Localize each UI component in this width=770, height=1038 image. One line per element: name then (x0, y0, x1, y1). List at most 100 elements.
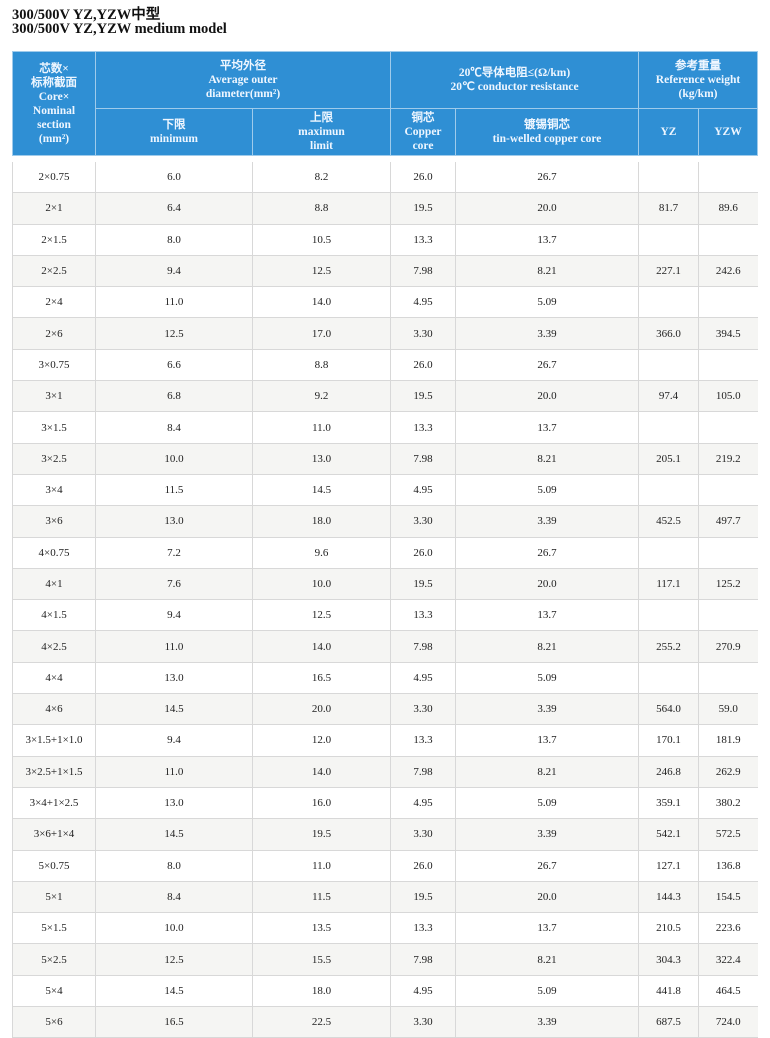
header-yz: YZ (638, 108, 699, 156)
tinned-resistance-cell: 5.09 (455, 662, 639, 695)
weight-yz-cell: 144.3 (638, 881, 699, 914)
copper-resistance-cell: 4.95 (390, 787, 456, 820)
header-yzw: YZW (698, 108, 758, 156)
header-line: maximun (298, 126, 345, 138)
tinned-resistance-cell: 5.09 (455, 975, 639, 1008)
copper-resistance-cell: 26.0 (390, 162, 456, 194)
min-diameter-cell: 10.0 (95, 912, 253, 945)
weight-yz-cell (638, 162, 699, 194)
core-section-cell: 3×4 (12, 474, 96, 507)
header-copper: 铜芯 Copper core (390, 108, 456, 156)
min-diameter-cell: 9.4 (95, 255, 253, 288)
copper-resistance-cell: 26.0 (390, 537, 456, 569)
table-row: 3×2.5+1×1.5 11.0 14.0 7.98 8.21 246.8 262.9 (12, 756, 758, 788)
copper-resistance-cell: 3.30 (390, 317, 456, 350)
header-line: minimum (150, 133, 198, 145)
weight-yzw-cell: 219.2 (698, 443, 758, 475)
max-diameter-cell: 11.0 (252, 411, 391, 444)
weight-yzw-cell: 125.2 (698, 568, 758, 601)
max-diameter-cell: 10.0 (252, 568, 391, 601)
header-line: 下限 (162, 119, 186, 131)
weight-yzw-cell: 322.4 (698, 943, 758, 976)
tinned-resistance-cell: 26.7 (455, 162, 639, 194)
min-diameter-cell: 14.5 (95, 975, 253, 1008)
max-diameter-cell: 10.5 (252, 224, 391, 256)
weight-yz-cell: 117.1 (638, 568, 699, 601)
core-section-cell: 4×2.5 (12, 630, 96, 663)
table-row: 2×4 11.0 14.0 4.95 5.09 (12, 286, 758, 319)
header-max: 上限 maximun limit (252, 108, 391, 156)
max-diameter-cell: 8.8 (252, 349, 391, 382)
max-diameter-cell: 9.6 (252, 537, 391, 569)
table-row: 2×1.5 8.0 10.5 13.3 13.7 (12, 224, 758, 256)
core-section-cell: 3×2.5 (12, 443, 96, 475)
core-section-cell: 4×4 (12, 662, 96, 695)
min-diameter-cell: 13.0 (95, 787, 253, 820)
max-diameter-cell: 16.0 (252, 787, 391, 820)
weight-yz-cell (638, 411, 699, 444)
copper-resistance-cell: 4.95 (390, 286, 456, 319)
table-row: 2×1 6.4 8.8 19.5 20.0 81.7 89.6 (12, 192, 758, 225)
weight-yz-cell: 210.5 (638, 912, 699, 945)
weight-yzw-cell: 154.5 (698, 881, 758, 914)
tinned-resistance-cell: 3.39 (455, 818, 639, 851)
min-diameter-cell: 6.0 (95, 162, 253, 194)
tinned-resistance-cell: 20.0 (455, 192, 639, 225)
core-section-cell: 5×1.5 (12, 912, 96, 945)
tinned-resistance-cell: 8.21 (455, 943, 639, 976)
min-diameter-cell: 6.4 (95, 192, 253, 225)
min-diameter-cell: 11.0 (95, 630, 253, 663)
copper-resistance-cell: 4.95 (390, 662, 456, 695)
tinned-resistance-cell: 3.39 (455, 505, 639, 538)
table-row: 5×2.5 12.5 15.5 7.98 8.21 304.3 322.4 (12, 943, 758, 976)
min-diameter-cell: 8.0 (95, 224, 253, 256)
header-line: Core× (38, 90, 70, 103)
weight-yz-cell: 441.8 (638, 975, 699, 1008)
min-diameter-cell: 9.4 (95, 724, 253, 757)
core-section-cell: 2×6 (12, 317, 96, 350)
weight-yzw-cell (698, 224, 758, 256)
tinned-resistance-cell: 3.39 (455, 693, 639, 726)
min-diameter-cell: 14.5 (95, 818, 253, 851)
weight-yz-cell (638, 224, 699, 256)
max-diameter-cell: 18.0 (252, 505, 391, 538)
core-section-cell: 4×6 (12, 693, 96, 726)
core-section-cell: 5×2.5 (12, 943, 96, 976)
min-diameter-cell: 13.0 (95, 662, 253, 695)
table-row: 5×1.5 10.0 13.5 13.3 13.7 210.5 223.6 (12, 912, 758, 945)
header-line: 上限 (310, 112, 333, 124)
copper-resistance-cell: 13.3 (390, 224, 456, 256)
min-diameter-cell: 16.5 (95, 1006, 253, 1038)
min-diameter-cell: 10.0 (95, 443, 253, 475)
max-diameter-cell: 12.5 (252, 255, 391, 288)
header-resistance: 20℃导体电阻≤(Ω/km) 20℃ conductor resistance (390, 51, 639, 109)
max-diameter-cell: 16.5 (252, 662, 391, 695)
copper-resistance-cell: 4.95 (390, 975, 456, 1008)
header-line: Copper (404, 126, 442, 138)
header-line: (mm²) (38, 132, 70, 145)
table-row: 3×0.75 6.6 8.8 26.0 26.7 (12, 349, 758, 382)
max-diameter-cell: 15.5 (252, 943, 391, 976)
min-diameter-cell: 8.4 (95, 881, 253, 914)
table-row: 4×4 13.0 16.5 4.95 5.09 (12, 662, 758, 695)
min-diameter-cell: 14.5 (95, 693, 253, 726)
weight-yz-cell (638, 537, 699, 569)
spec-table: 芯数× 标称截面 Core× Nominal section (mm²) 平均外径 Aver… (12, 51, 758, 1038)
min-diameter-cell: 8.0 (95, 850, 253, 882)
weight-yz-cell: 687.5 (638, 1006, 699, 1038)
table-row: 4×0.75 7.2 9.6 26.0 26.7 (12, 537, 758, 569)
weight-yz-cell: 366.0 (638, 317, 699, 350)
weight-yzw-cell (698, 537, 758, 569)
copper-resistance-cell: 19.5 (390, 380, 456, 413)
max-diameter-cell: 19.5 (252, 818, 391, 851)
copper-resistance-cell: 19.5 (390, 192, 456, 225)
core-section-cell: 2×2.5 (12, 255, 96, 288)
table-row: 3×2.5 10.0 13.0 7.98 8.21 205.1 219.2 (12, 443, 758, 475)
weight-yz-cell: 227.1 (638, 255, 699, 288)
weight-yzw-cell: 242.6 (698, 255, 758, 288)
header-line: 20℃ conductor resistance (450, 81, 579, 93)
weight-yzw-cell: 380.2 (698, 787, 758, 820)
tinned-resistance-cell: 8.21 (455, 255, 639, 288)
copper-resistance-cell: 3.30 (390, 693, 456, 726)
copper-resistance-cell: 7.98 (390, 255, 456, 288)
